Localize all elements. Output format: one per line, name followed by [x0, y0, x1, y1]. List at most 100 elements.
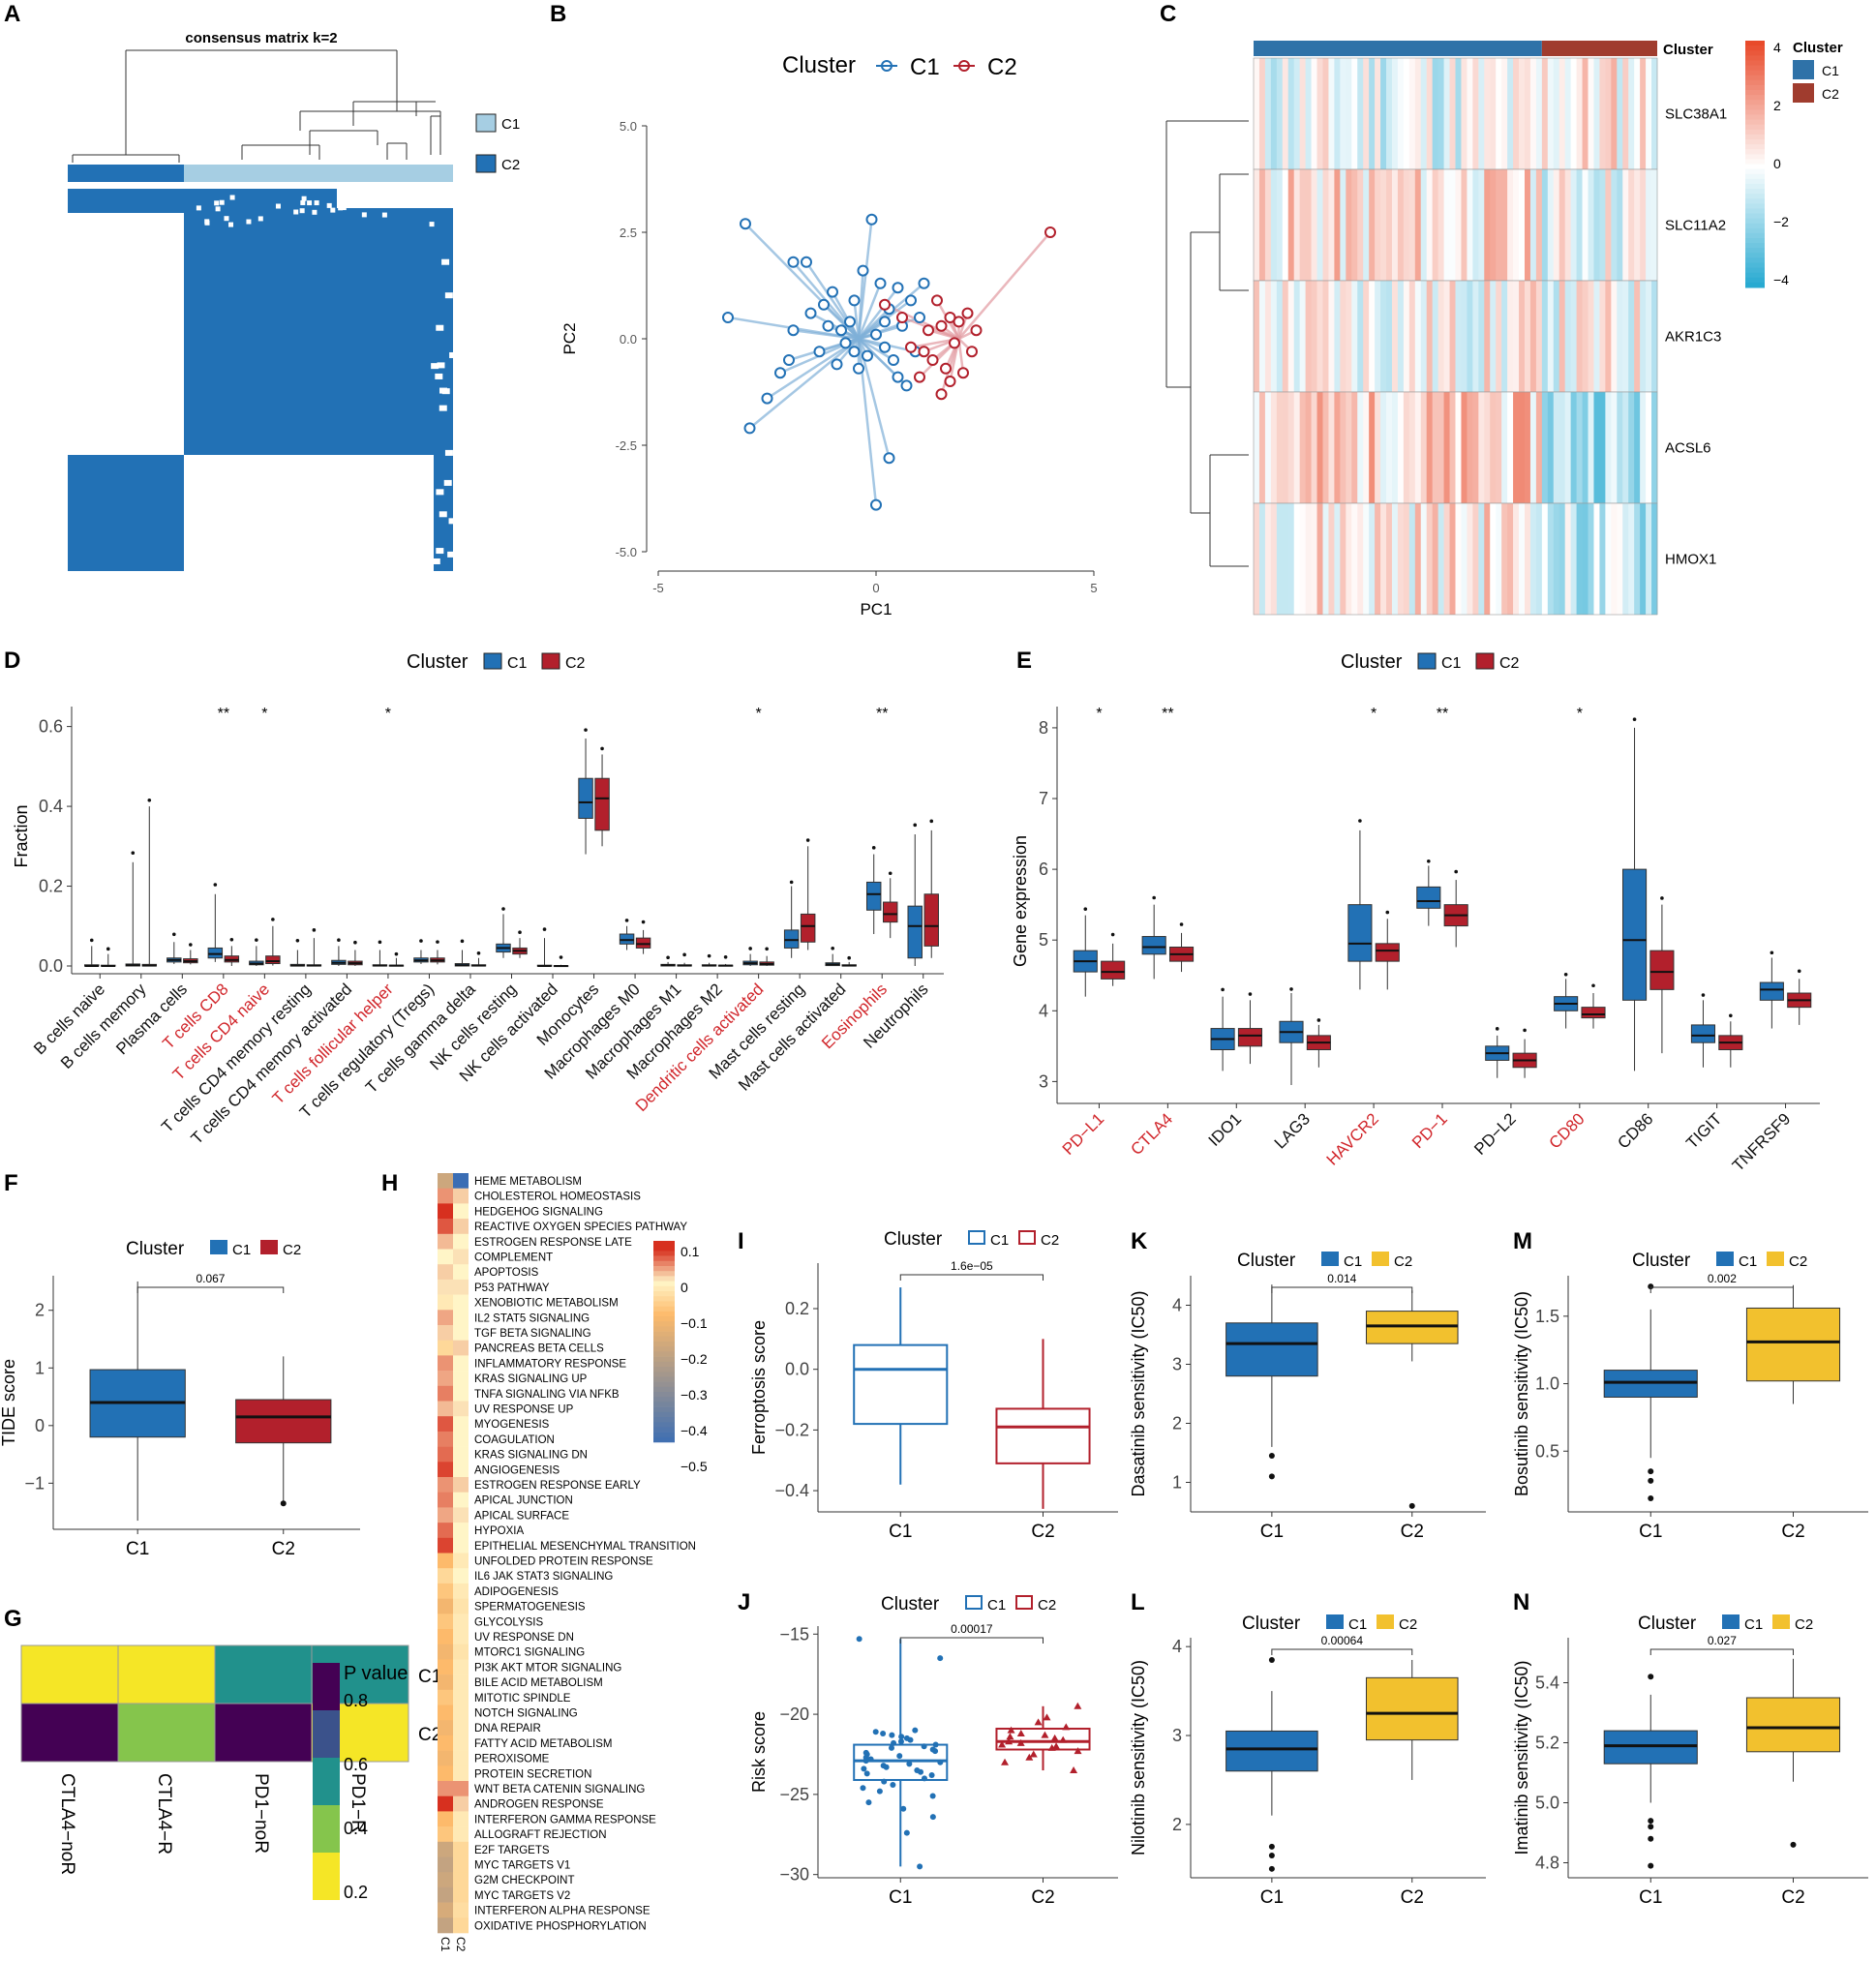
point-c2 — [1007, 1726, 1015, 1734]
scale-swatch — [1745, 84, 1765, 91]
outlier — [1110, 932, 1115, 937]
heat-cell-c2 — [453, 1203, 469, 1220]
x-tick-label: C2 — [1401, 1887, 1424, 1908]
box — [1347, 904, 1373, 962]
pathway-label: INTERFERON ALPHA RESPONSE — [474, 1906, 651, 1917]
heat-cell — [1570, 281, 1577, 392]
heat-cell — [1588, 58, 1594, 169]
point-c1 — [853, 362, 864, 375]
heat-cell — [1617, 169, 1623, 281]
significance-mark: ** — [1437, 706, 1448, 722]
heat-cell-c2 — [453, 1294, 469, 1311]
heat-cell — [1432, 169, 1439, 281]
heat-cell — [1443, 503, 1450, 615]
heat-cell — [1484, 58, 1491, 169]
heat-cell — [1513, 392, 1520, 503]
heat-cell — [1449, 58, 1456, 169]
panel-j-risk-boxplot: Cluster C1 C2 −15 −20 −25 −30 Risk score C1 C2 0.0… — [749, 1594, 1118, 1908]
heat-cell — [1287, 281, 1295, 392]
heat-cell — [1496, 169, 1502, 281]
heat-cell — [1322, 503, 1329, 615]
pathway-label: COMPLEMENT — [474, 1252, 553, 1264]
point-c1 — [743, 422, 756, 435]
heat-cell-c1 — [438, 1553, 453, 1569]
scale-swatch — [653, 1351, 675, 1357]
matrix-gap — [312, 209, 318, 215]
point-c1 — [860, 1785, 866, 1792]
heat-cell — [1490, 58, 1497, 169]
point-c1 — [917, 1863, 923, 1870]
heat-cell-c2 — [453, 1902, 469, 1918]
x-tick-label: C2 — [1401, 1522, 1424, 1542]
y-tick-label: 0.0 — [785, 1360, 809, 1379]
scale-tick-label: 4 — [1773, 40, 1781, 55]
heat-cell — [1276, 281, 1284, 392]
matrix-gap — [436, 324, 444, 331]
heat-cell — [1311, 169, 1317, 281]
y-axis-label: Gene expression — [1011, 835, 1030, 967]
outlier — [1648, 1468, 1654, 1475]
heat-cell — [1391, 281, 1399, 392]
heat-cell-c1 — [438, 1492, 453, 1508]
legend-title: Cluster — [1242, 1614, 1301, 1634]
y-tick-label: 5.0 — [1535, 1794, 1559, 1813]
scale-swatch — [1745, 100, 1765, 106]
heat-cell — [1605, 281, 1612, 392]
heat-cell-c1 — [438, 1568, 453, 1584]
heat-cell — [1570, 392, 1577, 503]
heat-cell — [1588, 169, 1594, 281]
matrix-gap — [299, 208, 305, 214]
heat-cell — [1605, 58, 1612, 169]
heat-cell-c2 — [453, 1401, 469, 1417]
heat-cell — [1461, 392, 1468, 503]
x-tick-label: HAVCR2 — [1323, 1109, 1382, 1168]
panel-b-pca-scatter: Cluster C1 C2 5.0 2.5 0.0 -2.5 -5.0 -5 0 5 PC1 PC2 — [560, 52, 1098, 618]
pvalue-label: 0.027 — [1708, 1634, 1737, 1647]
matrix-gap — [257, 216, 263, 222]
point-c1 — [870, 328, 882, 341]
point-c1 — [928, 1772, 935, 1779]
heat-cell — [1340, 503, 1346, 615]
heat-cell — [1276, 58, 1284, 169]
scale-swatch — [653, 1372, 675, 1377]
pvalue-bracket — [1271, 1648, 1413, 1655]
heat-cell — [1391, 58, 1399, 169]
col-label: C1 — [439, 1937, 452, 1952]
heat-cell — [1414, 281, 1422, 392]
point-c1 — [932, 1741, 939, 1748]
pathway-label: E2F TARGETS — [474, 1845, 550, 1856]
heat-cell — [1455, 392, 1462, 503]
heat-cell — [1593, 58, 1600, 169]
point-c1 — [839, 337, 852, 349]
pathway-label: KRAS SIGNALING DN — [474, 1450, 588, 1462]
heat-cell — [1484, 392, 1491, 503]
point-c2 — [1016, 1729, 1025, 1736]
legend-key-c2 — [1377, 1614, 1394, 1629]
annotation-c2 — [1541, 41, 1657, 56]
scale-swatch — [653, 1311, 675, 1317]
outlier — [1454, 869, 1458, 874]
heat-cell — [1570, 58, 1577, 169]
pathway-label: PI3K AKT MTOR SIGNALING — [474, 1662, 621, 1674]
heat-cell — [1420, 281, 1428, 392]
heat-cell — [1558, 58, 1566, 169]
heat-cell-c2 — [453, 1872, 469, 1888]
heat-cell-c1 — [438, 1689, 453, 1705]
heat-cell — [1599, 392, 1606, 503]
heat-cell — [1311, 503, 1317, 615]
heat-cell — [1357, 392, 1364, 503]
heat-cell-c1 — [438, 1856, 453, 1873]
point-c2 — [1043, 1713, 1051, 1721]
box — [619, 933, 635, 945]
scale-swatch — [1745, 134, 1765, 140]
pathway-label: WNT BETA CATENIN SIGNALING — [474, 1784, 645, 1795]
heat-cell — [1264, 169, 1272, 281]
gene-label: AKR1C3 — [1665, 329, 1721, 346]
gene-label: SLC38A1 — [1665, 106, 1727, 123]
y-tick-label: 1 — [35, 1358, 45, 1377]
outlier — [847, 955, 851, 960]
outlier — [805, 838, 810, 842]
heat-cell — [1254, 503, 1260, 615]
legend-key-c1 — [1321, 1252, 1339, 1266]
col-label: CTLA4−noR — [57, 1773, 77, 1875]
